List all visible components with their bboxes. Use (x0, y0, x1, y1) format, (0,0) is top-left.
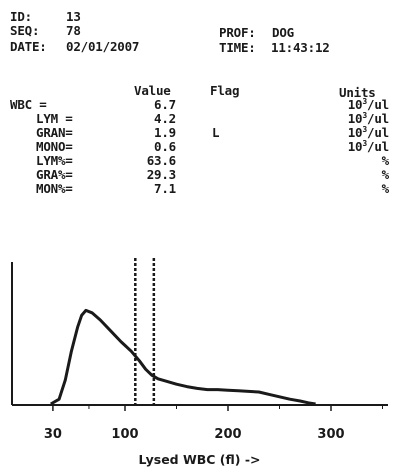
id-value: 13 (66, 9, 81, 24)
row-name: MONO= (36, 139, 73, 154)
date-value: 02/01/2007 (66, 39, 140, 54)
row-unit: % (381, 181, 390, 196)
row-value: 1.9 (154, 125, 176, 140)
row-unit: 103/ul (347, 97, 389, 112)
date-label: DATE: (10, 39, 47, 54)
x-tick-label: 200 (214, 427, 242, 442)
row-unit: 103/ul (347, 139, 389, 154)
row-value: 0.6 (154, 139, 176, 154)
col-units: Units (339, 85, 376, 100)
row-name: MON%= (36, 181, 73, 196)
prof-value: DOG (272, 25, 294, 40)
seq-value: 78 (66, 23, 81, 38)
row-value: 7.1 (154, 181, 176, 196)
row-value: 63.6 (146, 153, 177, 168)
row-unit: 103/ul (347, 111, 389, 126)
histogram-curve (50, 308, 316, 406)
row-unit: % (381, 167, 390, 182)
time-label: TIME: (219, 40, 256, 55)
x-tick-label: 30 (43, 427, 62, 442)
time-value: 11:43:12 (271, 40, 330, 55)
row-unit: 103/ul (347, 125, 389, 140)
x-axis-label: Lysed WBC (fl) -> (138, 452, 261, 467)
col-flag: Flag (210, 83, 240, 98)
row-name: WBC = (10, 97, 47, 112)
x-tick-label: 300 (317, 427, 345, 442)
row-unit: % (381, 153, 390, 168)
x-tick-label: 100 (111, 427, 139, 442)
row-name: GRAN= (36, 125, 73, 140)
prof-label: PROF: (219, 25, 256, 40)
id-label: ID: (10, 9, 32, 24)
row-value: 29.3 (146, 167, 177, 182)
row-name: GRA%= (36, 167, 73, 182)
row-flag: L (212, 125, 220, 140)
row-value: 4.2 (154, 111, 176, 126)
col-value: Value (134, 83, 171, 98)
row-name: LYM%= (36, 153, 73, 168)
row-value: 6.7 (154, 97, 176, 112)
seq-label: SEQ: (10, 23, 40, 38)
row-name: LYM = (36, 111, 73, 126)
